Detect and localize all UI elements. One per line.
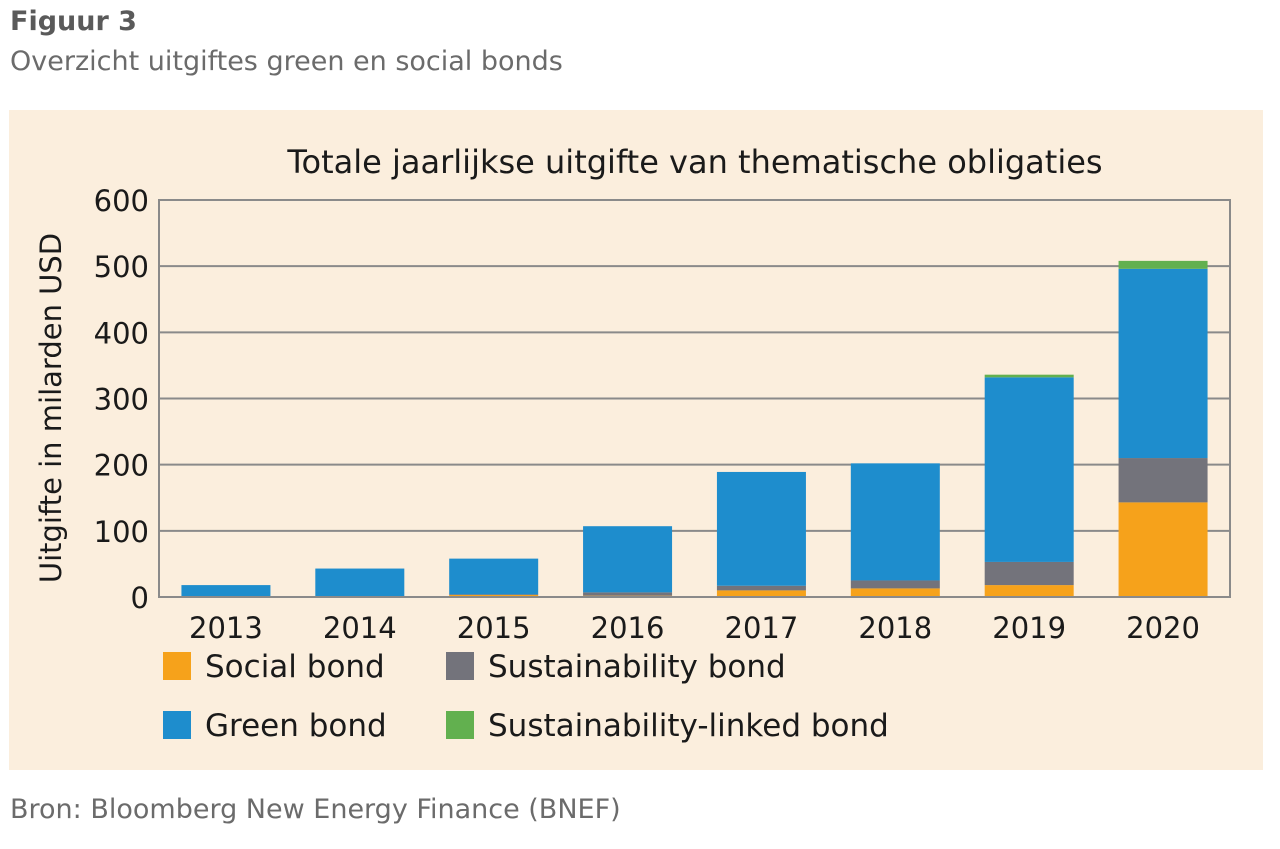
- x-tick-label: 2015: [457, 611, 531, 645]
- y-tick-label: 400: [94, 316, 149, 350]
- bar-chart: Totale jaarlijkse uitgifte van thematisc…: [34, 143, 1231, 744]
- legend-label: Sustainability bond: [488, 649, 786, 685]
- bar-2015-sustainability-bond: [449, 594, 539, 596]
- bar-2018-sustainability-bond: [850, 580, 940, 589]
- legend-label: Green bond: [205, 708, 387, 744]
- bar-2014-green-bond: [315, 568, 405, 597]
- bar-2020-green-bond: [1118, 268, 1208, 459]
- legend-swatch: [163, 652, 191, 680]
- bar-2017-sustainability-bond: [716, 585, 806, 591]
- legend-swatch: [446, 652, 474, 680]
- legend-label: Sustainability-linked bond: [488, 708, 889, 744]
- chart-panel: Totale jaarlijkse uitgifte van thematisc…: [9, 110, 1263, 770]
- legend-item-sustainability-linked-bond: Sustainability-linked bond: [446, 708, 889, 744]
- figure-label: Figuur 3: [10, 6, 137, 37]
- y-tick-label: 0: [131, 581, 149, 615]
- x-tick-label: 2016: [591, 611, 665, 645]
- legend: Social bond Sustainability bond Green bond…: [163, 649, 889, 744]
- y-tick-label: 600: [94, 184, 149, 218]
- bar-2020-sustainability-linked-bond: [1118, 260, 1208, 269]
- bar-2018-social-bond: [850, 588, 940, 597]
- y-axis-label: Uitgifte in milarden USD: [34, 233, 68, 583]
- bar-2018-green-bond: [850, 463, 940, 581]
- x-tick-labels: 2013 2014 2015 2016 2017 2018 2019 2020: [189, 611, 1200, 645]
- bar-2019-green-bond: [984, 377, 1074, 562]
- bar-2016-sustainability-bond: [583, 592, 673, 596]
- bar-2017-social-bond: [716, 590, 806, 597]
- figure-subtitle: Overzicht uitgiftes green en social bond…: [10, 46, 563, 77]
- bar-2013-green-bond: [181, 585, 271, 597]
- legend-item-sustainability-bond: Sustainability bond: [446, 649, 786, 685]
- plot-frame: [158, 199, 1231, 598]
- bar-2020-sustainability-bond: [1118, 458, 1208, 503]
- bar-2020-social-bond: [1118, 502, 1208, 597]
- x-tick-label: 2013: [189, 611, 263, 645]
- y-tick-label: 500: [94, 250, 149, 284]
- y-tick-labels: 0 100 200 300 400 500 600: [94, 184, 149, 615]
- bar-2015-green-bond: [449, 558, 539, 595]
- legend-item-social-bond: Social bond: [163, 649, 385, 685]
- y-tick-label: 100: [94, 515, 149, 549]
- x-tick-label: 2018: [858, 611, 932, 645]
- x-tick-label: 2020: [1126, 611, 1200, 645]
- bar-2017-green-bond: [716, 471, 806, 586]
- legend-label: Social bond: [205, 649, 385, 685]
- chart-title: Totale jaarlijkse uitgifte van thematisc…: [286, 143, 1102, 181]
- x-tick-label: 2019: [992, 611, 1066, 645]
- source-note: Bron: Bloomberg New Energy Finance (BNEF…: [10, 794, 621, 825]
- legend-swatch: [446, 711, 474, 739]
- y-tick-label: 200: [94, 449, 149, 483]
- x-tick-label: 2017: [725, 611, 799, 645]
- y-tick-label: 300: [94, 383, 149, 417]
- bar-2019-sustainability-bond: [984, 561, 1074, 586]
- bar-2019-social-bond: [984, 585, 1074, 597]
- bar-2019-sustainability-linked-bond: [984, 374, 1074, 378]
- legend-swatch: [163, 711, 191, 739]
- legend-item-green-bond: Green bond: [163, 708, 387, 744]
- bar-2016-green-bond: [583, 526, 673, 593]
- x-tick-label: 2014: [323, 611, 397, 645]
- bars: [181, 260, 1208, 597]
